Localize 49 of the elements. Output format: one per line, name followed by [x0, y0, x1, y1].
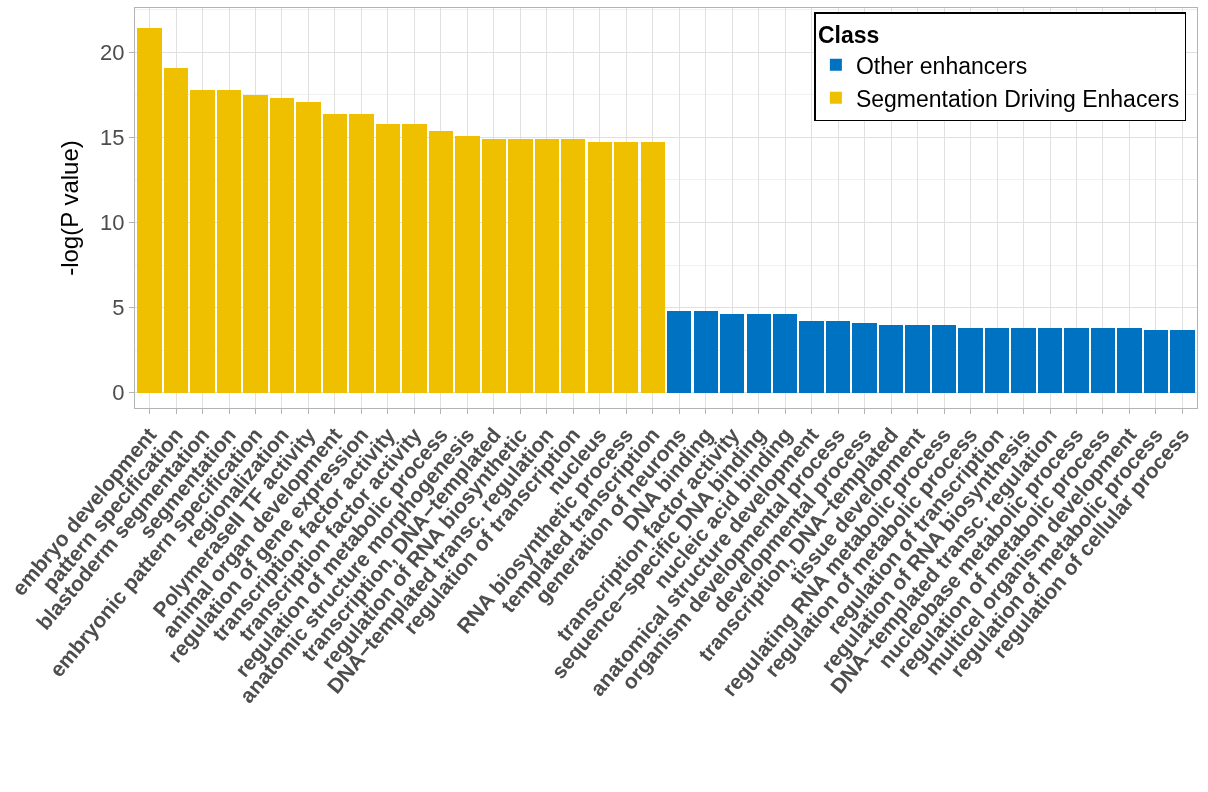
bar [137, 28, 162, 393]
bar [376, 124, 400, 393]
bar [217, 90, 241, 393]
bar [296, 102, 321, 393]
legend-label: Segmentation Driving Enhacers [855, 85, 1180, 112]
bar [455, 136, 480, 393]
bar [402, 124, 427, 393]
bar [270, 98, 294, 393]
bar [588, 142, 612, 393]
legend-title: Class [817, 22, 880, 49]
bar [561, 139, 585, 393]
bar [826, 321, 850, 393]
bar [164, 68, 188, 393]
bar [985, 328, 1009, 393]
bar [932, 325, 956, 393]
y-tick-label: 20 [100, 39, 125, 65]
bar [429, 131, 453, 393]
bar [243, 95, 268, 393]
bar [905, 325, 930, 393]
bar [667, 311, 691, 393]
bar [482, 139, 506, 393]
bar [747, 314, 771, 393]
bar [535, 139, 559, 393]
bar [1011, 328, 1036, 393]
bar [879, 325, 903, 393]
y-tick-label: 10 [100, 210, 125, 236]
bar [694, 311, 718, 393]
bar [720, 314, 744, 393]
bar [1038, 328, 1062, 393]
y-tick-label: 5 [112, 295, 125, 321]
bar [1091, 328, 1115, 393]
bar [852, 323, 877, 393]
bar [1170, 330, 1195, 393]
bar [190, 90, 215, 393]
y-tick-label: 15 [100, 125, 125, 151]
bar [799, 321, 824, 393]
bar [958, 328, 983, 393]
bar [349, 114, 374, 393]
bar [1064, 328, 1089, 393]
bar [614, 142, 638, 393]
bar [641, 142, 665, 393]
y-axis-title: -log(P value) [56, 140, 84, 276]
legend-label: Other enhancers [855, 52, 1028, 79]
bar [1117, 328, 1142, 393]
bar [323, 114, 347, 393]
bar [773, 314, 797, 393]
bar [1144, 330, 1168, 393]
bar [508, 139, 533, 393]
y-tick-label: 0 [112, 380, 125, 406]
